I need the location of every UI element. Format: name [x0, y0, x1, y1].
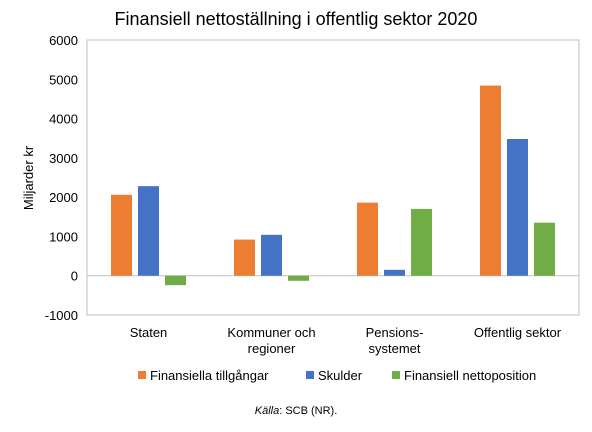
y-tick-label: 4000 — [49, 112, 78, 127]
source-note: Källa: SCB (NR). — [255, 405, 338, 417]
y-tick-label: 5000 — [49, 72, 78, 87]
bar — [384, 269, 405, 276]
x-tick-label: Staten — [130, 325, 168, 340]
bar — [165, 275, 186, 286]
y-tick-label: -1000 — [45, 308, 78, 323]
legend-entry: Skulder — [318, 368, 363, 383]
bar — [138, 186, 159, 276]
bar — [234, 239, 255, 276]
bar — [480, 85, 501, 276]
y-tick-label: 0 — [71, 269, 78, 284]
bar — [111, 194, 132, 276]
bar — [357, 202, 378, 276]
y-axis-label: Miljarder kr — [21, 145, 36, 210]
legend-entry: Finansiella tillgångar — [150, 368, 269, 383]
y-tick-label: 2000 — [49, 190, 78, 205]
legend-swatch — [392, 371, 400, 379]
bar — [507, 139, 528, 276]
x-tick-label: Pensions-systemet — [366, 325, 424, 356]
y-tick-label: 6000 — [49, 33, 78, 48]
y-tick-label: 1000 — [49, 229, 78, 244]
x-tick-label: Offentlig sektor — [474, 325, 562, 340]
x-tick-label: Kommuner och regioner — [227, 325, 315, 356]
plot-area — [86, 39, 580, 316]
legend-swatch — [306, 371, 314, 379]
bar — [261, 234, 282, 276]
bar — [411, 208, 432, 276]
bar — [288, 275, 309, 281]
legend-swatch — [138, 371, 146, 379]
y-tick-label: 3000 — [49, 151, 78, 166]
bar — [534, 222, 555, 276]
chart-title: Finansiell nettoställning i offentlig se… — [115, 9, 478, 29]
legend-entry: Finansiell nettoposition — [404, 368, 536, 383]
